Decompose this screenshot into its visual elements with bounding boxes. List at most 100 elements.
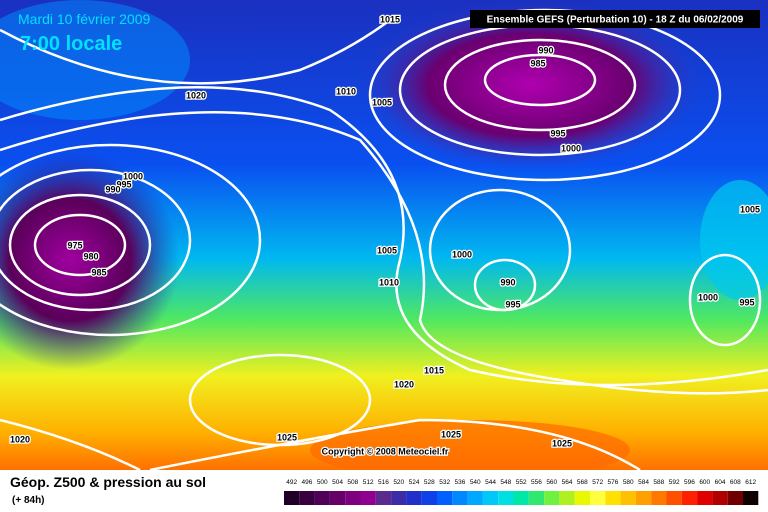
scale-label: 544 bbox=[485, 479, 496, 486]
scale-label: 516 bbox=[378, 479, 389, 486]
color-swatch bbox=[345, 491, 361, 505]
color-swatch bbox=[482, 491, 499, 505]
isobar-label: 1000 bbox=[452, 249, 472, 259]
scale-label: 604 bbox=[715, 479, 726, 486]
scale-label: 556 bbox=[531, 479, 542, 486]
color-swatch bbox=[329, 491, 346, 505]
isobar-label: 1010 bbox=[379, 277, 399, 287]
isobar-label: 990 bbox=[105, 184, 120, 194]
isobar-label: 1000 bbox=[698, 292, 718, 302]
color-swatch bbox=[697, 491, 713, 505]
color-swatch bbox=[513, 491, 529, 505]
color-swatch bbox=[635, 491, 652, 505]
scale-label: 560 bbox=[546, 479, 557, 486]
scale-label: 512 bbox=[363, 479, 374, 486]
scale-label: 508 bbox=[347, 479, 358, 486]
color-swatch bbox=[743, 491, 759, 505]
scale-label: 600 bbox=[699, 479, 710, 486]
color-swatch bbox=[498, 491, 514, 505]
scale-label: 580 bbox=[623, 479, 634, 486]
isobar-label: 995 bbox=[550, 128, 565, 138]
color-swatch bbox=[299, 491, 315, 505]
color-swatch bbox=[651, 491, 667, 505]
scale-label: 492 bbox=[286, 479, 297, 486]
scale-label: 548 bbox=[500, 479, 511, 486]
isobar-label: 995 bbox=[116, 179, 131, 189]
isobar-label: 1025 bbox=[277, 432, 297, 442]
isobar-label: 1015 bbox=[380, 14, 400, 24]
isobar-label: 990 bbox=[500, 277, 515, 287]
scale-label: 496 bbox=[302, 479, 313, 486]
color-swatch bbox=[620, 491, 636, 505]
isobar-label: 1005 bbox=[740, 204, 760, 214]
isobar-label: 985 bbox=[530, 58, 545, 68]
isobar-label: 985 bbox=[91, 267, 106, 277]
scale-label: 504 bbox=[332, 479, 343, 486]
color-swatch bbox=[360, 491, 376, 505]
isobar-label: 1020 bbox=[186, 90, 206, 100]
scale-label: 564 bbox=[562, 479, 573, 486]
isobar-label: 1005 bbox=[377, 245, 397, 255]
scale-label: 500 bbox=[317, 479, 328, 486]
isobar-label: 1025 bbox=[441, 429, 461, 439]
scale-label: 520 bbox=[393, 479, 404, 486]
isobar-label: 1000 bbox=[561, 143, 581, 153]
scale-label: 532 bbox=[439, 479, 450, 486]
color-swatch bbox=[712, 491, 728, 505]
color-swatch bbox=[727, 491, 743, 505]
color-swatch bbox=[574, 491, 590, 505]
isobar-label: 1005 bbox=[372, 97, 392, 107]
scale-label: 536 bbox=[455, 479, 466, 486]
scale-label: 576 bbox=[608, 479, 619, 486]
color-swatch bbox=[467, 491, 483, 505]
isobar-label: 1020 bbox=[10, 434, 30, 444]
scale-label: 552 bbox=[516, 479, 527, 486]
color-swatch bbox=[314, 491, 330, 505]
isobar-label: 1025 bbox=[552, 438, 572, 448]
scale-label: 592 bbox=[669, 479, 680, 486]
scale-label: 596 bbox=[684, 479, 695, 486]
scale-label: 584 bbox=[638, 479, 649, 486]
color-swatch bbox=[437, 491, 453, 505]
color-swatch bbox=[544, 491, 560, 505]
color-swatch bbox=[681, 491, 698, 505]
model-title: Ensemble GEFS (Perturbation 10) - 18 Z d… bbox=[487, 15, 744, 26]
isobar-label: 995 bbox=[739, 297, 754, 307]
scale-label: 568 bbox=[577, 479, 588, 486]
color-swatch bbox=[559, 491, 575, 505]
caption: Géop. Z500 & pression au sol bbox=[10, 474, 206, 490]
isobar-label: 995 bbox=[505, 299, 520, 309]
color-swatch bbox=[605, 491, 621, 505]
model-box bbox=[470, 10, 760, 28]
scale-label: 608 bbox=[730, 479, 741, 486]
color-swatch bbox=[421, 491, 437, 505]
color-swatch bbox=[284, 491, 300, 505]
scale-label: 528 bbox=[424, 479, 435, 486]
isobar-label: 1000 bbox=[123, 171, 143, 181]
isobar-label: 1010 bbox=[336, 86, 356, 96]
scale-label: 612 bbox=[745, 479, 756, 486]
color-swatch bbox=[452, 491, 468, 505]
scale-label: 588 bbox=[653, 479, 664, 486]
scale-label: 572 bbox=[592, 479, 603, 486]
time: 7:00 locale bbox=[20, 33, 122, 55]
scale-label: 540 bbox=[470, 479, 481, 486]
date: Mardi 10 février 2009 bbox=[18, 11, 151, 27]
color-swatch bbox=[590, 491, 606, 505]
isobar-label: 1020 bbox=[394, 379, 414, 389]
color-swatch bbox=[406, 491, 422, 505]
map bbox=[0, 0, 768, 480]
color-swatch bbox=[528, 491, 545, 505]
color-swatch bbox=[375, 491, 392, 505]
isobar-label: 980 bbox=[83, 251, 98, 261]
isobar-label: 990 bbox=[538, 45, 553, 55]
color-swatch bbox=[666, 491, 682, 505]
copyright: Copyright © 2008 Meteociel.fr bbox=[322, 446, 449, 456]
color-swatch bbox=[391, 491, 407, 505]
isobar-label: 1015 bbox=[424, 365, 444, 375]
lead-time: (+ 84h) bbox=[12, 495, 45, 506]
color-scale: 492 496 500 504 508 512 516 520 524 528 532 536 540 5… bbox=[284, 479, 759, 505]
scale-label: 524 bbox=[409, 479, 420, 486]
